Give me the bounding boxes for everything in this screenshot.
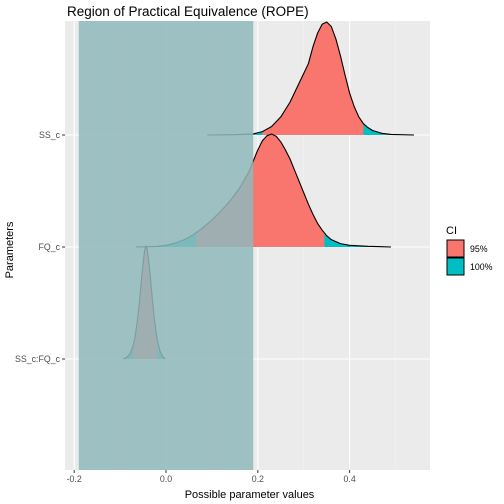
y-tick-label: FQ_c	[38, 242, 60, 252]
y-tick-label: SS_c	[39, 130, 61, 140]
legend-title: CI	[446, 225, 457, 237]
density-outline	[207, 21, 414, 136]
y-tick-label: SS_c:FQ_c	[15, 354, 61, 364]
legend-label: 95%	[470, 244, 488, 254]
legend-label: 100%	[470, 262, 493, 272]
rope-band	[78, 21, 254, 470]
rope-region	[78, 21, 254, 470]
legend-key	[446, 257, 465, 276]
ridge-ss-c	[207, 21, 414, 136]
y-axis-title: Parameters	[4, 221, 16, 278]
axis-ticks: -0.2 0.0 0.2 0.4 SS_c FQ_c SS_c:FQ_c	[15, 130, 356, 484]
x-tick-label: 0.0	[160, 474, 172, 484]
legend-key	[446, 239, 465, 258]
x-axis-title: Possible parameter values	[185, 489, 315, 501]
x-tick-label: 0.4	[344, 474, 356, 484]
legend: CI 95% 100%	[446, 225, 493, 276]
x-tick-label: -0.2	[67, 474, 82, 484]
x-tick-label: 0.2	[252, 474, 264, 484]
chart-title: Region of Practical Equivalence (ROPE)	[67, 4, 309, 19]
